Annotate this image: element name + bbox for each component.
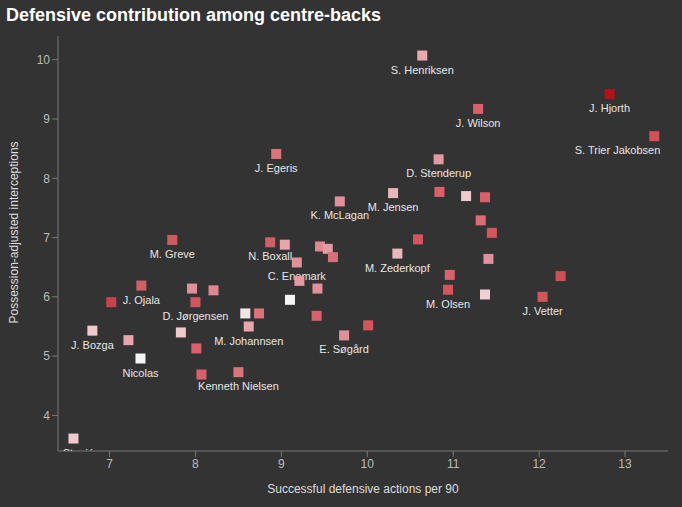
svg-text:10: 10 [361, 457, 375, 471]
svg-text:I. Stanić: I. Stanić [58, 447, 94, 451]
svg-text:Kenneth Nielsen: Kenneth Nielsen [198, 380, 279, 392]
svg-text:C. Enemark: C. Enemark [267, 270, 326, 283]
svg-text:9: 9 [43, 112, 50, 126]
svg-text:9: 9 [278, 457, 285, 471]
svg-text:J. Wilson: J. Wilson [456, 117, 501, 129]
svg-text:D. Stenderup: D. Stenderup [406, 167, 471, 179]
svg-text:M. Jensen: M. Jensen [368, 201, 419, 213]
svg-text:J. Vetter: J. Vetter [522, 305, 563, 317]
svg-text:S. Henriksen: S. Henriksen [391, 64, 454, 76]
svg-text:K. McLagan: K. McLagan [310, 209, 369, 221]
svg-text:7: 7 [43, 231, 50, 245]
svg-text:M. Greve: M. Greve [150, 248, 195, 260]
svg-text:4: 4 [43, 409, 50, 423]
svg-text:J. Ojala: J. Ojala [123, 294, 161, 306]
svg-text:8: 8 [192, 457, 199, 471]
svg-text:Possession-adjusted intercepti: Possession-adjusted interceptions [8, 141, 21, 323]
html-text:Defensive contribution among c: Defensive contribution among centre-back… [6, 5, 382, 25]
svg-text:Successful defensive actions p: Successful defensive actions per 90 [267, 482, 459, 496]
svg-text:N. Boxall: N. Boxall [248, 250, 292, 262]
svg-text:7: 7 [106, 457, 113, 471]
svg-text:M. Johannsen: M. Johannsen [214, 335, 283, 347]
svg-text:12: 12 [532, 457, 546, 471]
svg-text:10: 10 [37, 53, 51, 67]
svg-text:Nicolas: Nicolas [122, 367, 159, 379]
svg-text:D. Jørgensen: D. Jørgensen [162, 310, 228, 322]
svg-text:6: 6 [43, 290, 50, 304]
svg-text:J. Bozga: J. Bozga [71, 339, 115, 351]
svg-text:S. Trier Jakobsen: S. Trier Jakobsen [575, 144, 661, 156]
svg-text:8: 8 [43, 172, 50, 186]
svg-text:J. Hjorth: J. Hjorth [589, 102, 630, 114]
svg-text:13: 13 [618, 457, 632, 471]
svg-text:M. Olsen: M. Olsen [426, 298, 470, 310]
svg-text:5: 5 [43, 349, 50, 363]
svg-text:E. Søgård: E. Søgård [319, 343, 369, 355]
svg-text:11: 11 [447, 457, 460, 471]
svg-text:M. Zederkopf: M. Zederkopf [365, 262, 431, 274]
svg-text:J. Egeris: J. Egeris [255, 162, 298, 174]
